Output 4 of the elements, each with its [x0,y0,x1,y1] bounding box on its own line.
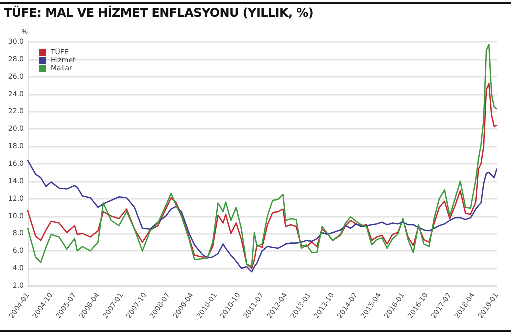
line-series [27,83,498,270]
line-series [27,44,498,268]
chart-title: TÜFE: MAL VE HİZMET ENFLASYONU (YILLIK, %) [4,6,314,20]
line-series [27,160,498,273]
